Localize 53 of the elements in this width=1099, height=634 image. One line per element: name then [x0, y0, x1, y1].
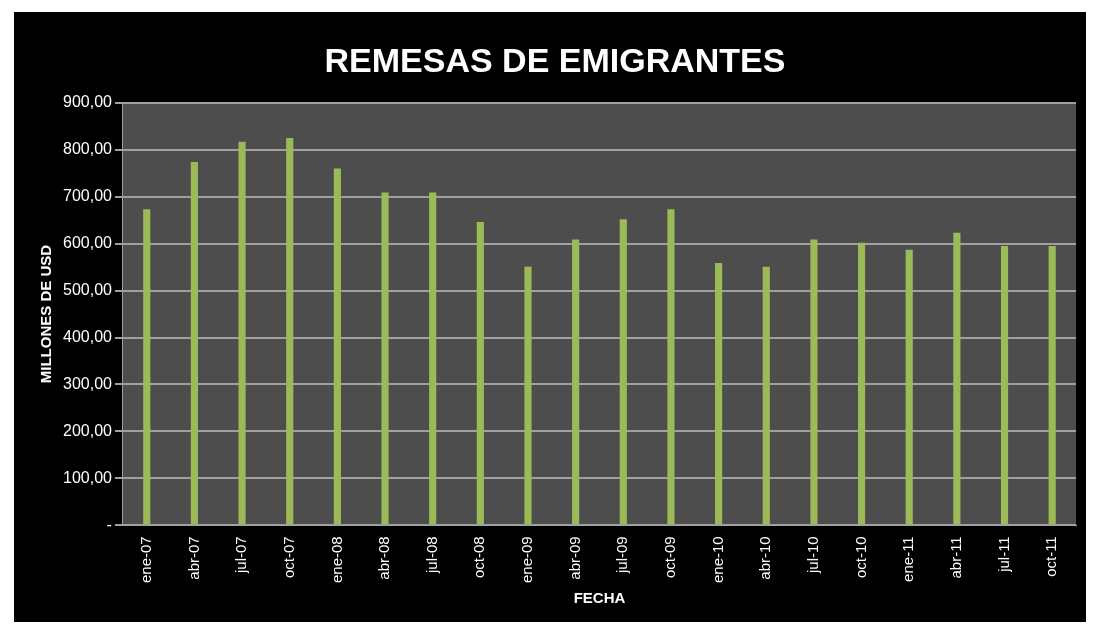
y-axis-title: MILLONES DE USD [37, 244, 55, 384]
bar [524, 266, 532, 525]
x-tick-label: ene-09 [518, 536, 536, 584]
x-tick-label: oct-07 [279, 536, 297, 578]
x-tick-label: jul-09 [613, 536, 631, 574]
bar [190, 161, 198, 525]
y-tick-label: 100,00 [63, 468, 113, 486]
y-tick-label: 300,00 [63, 374, 113, 392]
x-tick-label: jul-10 [804, 536, 822, 574]
x-tick-label: abr-07 [184, 536, 202, 580]
x-tick-label: ene-07 [136, 536, 154, 584]
x-tick-label: oct-10 [851, 536, 869, 578]
bar [333, 168, 341, 525]
y-tick-label: 600,00 [63, 234, 113, 252]
x-tick-label: oct-09 [661, 536, 679, 578]
bar [857, 242, 866, 525]
bar [429, 192, 437, 525]
x-tick-label: abr-09 [565, 536, 583, 580]
bar [381, 192, 389, 525]
x-tick-label: ene-11 [899, 536, 917, 582]
x-tick-label: oct-11 [1042, 536, 1060, 577]
x-tick-label: abr-11 [947, 536, 965, 579]
x-tick-label: abr-08 [375, 536, 393, 580]
y-tick-label: 800,00 [63, 140, 113, 158]
bar [810, 239, 818, 525]
x-tick-label: jul-07 [232, 536, 250, 574]
bar [953, 232, 961, 525]
x-axis-title: FECHA [573, 589, 626, 607]
x-tick-label: abr-10 [756, 536, 774, 580]
x-tick-label: ene-10 [708, 536, 726, 584]
bar [286, 138, 294, 525]
chart-title: REMESAS DE EMIGRANTES [324, 40, 786, 79]
bar [238, 141, 246, 525]
x-tick-label: oct-08 [470, 536, 488, 578]
x-tick-label: jul-08 [422, 536, 440, 574]
y-tick-label: 500,00 [63, 280, 113, 298]
bar [762, 266, 770, 525]
bar [143, 209, 151, 525]
x-tick-label: ene-08 [327, 536, 345, 584]
x-tick-label: jul-11 [994, 536, 1012, 573]
bar [715, 262, 723, 525]
bar [476, 222, 484, 525]
y-tick-label: 700,00 [63, 187, 113, 205]
bar [1048, 245, 1056, 525]
bar [905, 249, 913, 525]
y-tick-label: - [106, 515, 112, 533]
bar [572, 239, 580, 525]
y-tick-label: 900,00 [63, 93, 113, 111]
bar [1000, 245, 1009, 525]
bar [619, 219, 627, 525]
bar [667, 209, 675, 525]
y-tick-label: 400,00 [63, 327, 113, 345]
y-tick-label: 200,00 [63, 421, 113, 439]
